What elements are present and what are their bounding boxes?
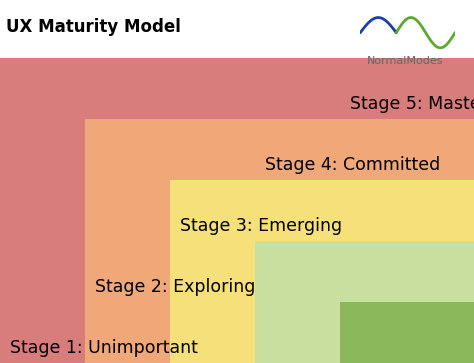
Bar	[0, 58, 474, 363]
Text: Stage 1: Unimportant: Stage 1: Unimportant	[10, 339, 198, 357]
Text: Stage 4: Committed: Stage 4: Committed	[265, 156, 440, 174]
Bar	[85, 119, 474, 363]
Bar	[170, 180, 474, 363]
Text: NormalModes: NormalModes	[367, 56, 444, 66]
Text: Stage 2: Exploring: Stage 2: Exploring	[95, 278, 255, 296]
Bar	[340, 302, 474, 363]
Bar	[255, 241, 474, 363]
Text: Stage 3: Emerging: Stage 3: Emerging	[180, 217, 342, 235]
Text: UX Maturity Model: UX Maturity Model	[6, 18, 181, 36]
Text: Stage 5: Mastered: Stage 5: Mastered	[350, 95, 474, 113]
